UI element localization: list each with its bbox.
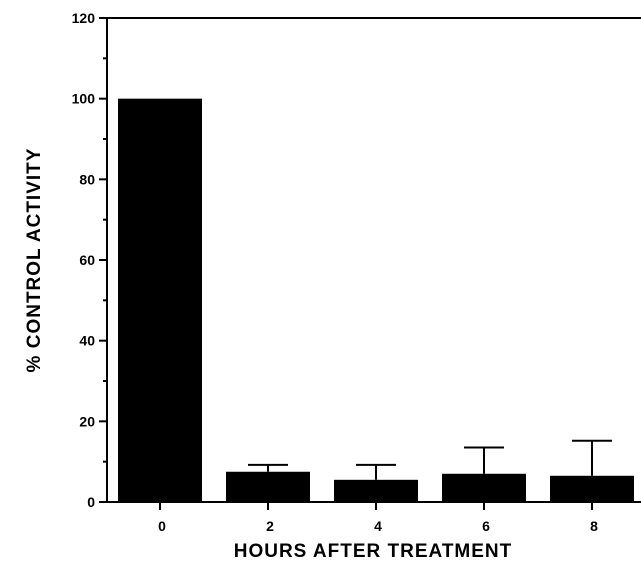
x-tick-label: 8 — [590, 518, 598, 534]
y-tick-label: 60 — [79, 252, 95, 268]
x-axis-label: HOURS AFTER TREATMENT — [234, 541, 513, 560]
y-tick-label: 0 — [87, 494, 95, 510]
y-tick-label: 40 — [79, 333, 95, 349]
x-ticks: 0 2 4 6 8 — [158, 502, 598, 534]
y-axis-label: % CONTROL ACTIVITY — [24, 148, 45, 373]
y-tick-label: 120 — [72, 10, 96, 26]
y-tick-label: 100 — [72, 91, 96, 107]
y-ticks: 0 20 40 60 80 100 120 — [72, 10, 107, 510]
x-tick-label: 2 — [266, 518, 274, 534]
y-tick-label: 20 — [79, 413, 95, 429]
error-bars — [248, 439, 612, 480]
y-tick-label: 80 — [79, 171, 95, 187]
bar — [550, 475, 634, 502]
bar — [118, 98, 202, 503]
bar — [442, 473, 526, 502]
x-tick-label: 4 — [374, 518, 382, 534]
bar — [334, 479, 418, 502]
x-tick-label: 6 — [482, 518, 490, 534]
bars — [118, 98, 634, 503]
x-tick-label: 0 — [158, 518, 166, 534]
bar — [226, 471, 310, 502]
